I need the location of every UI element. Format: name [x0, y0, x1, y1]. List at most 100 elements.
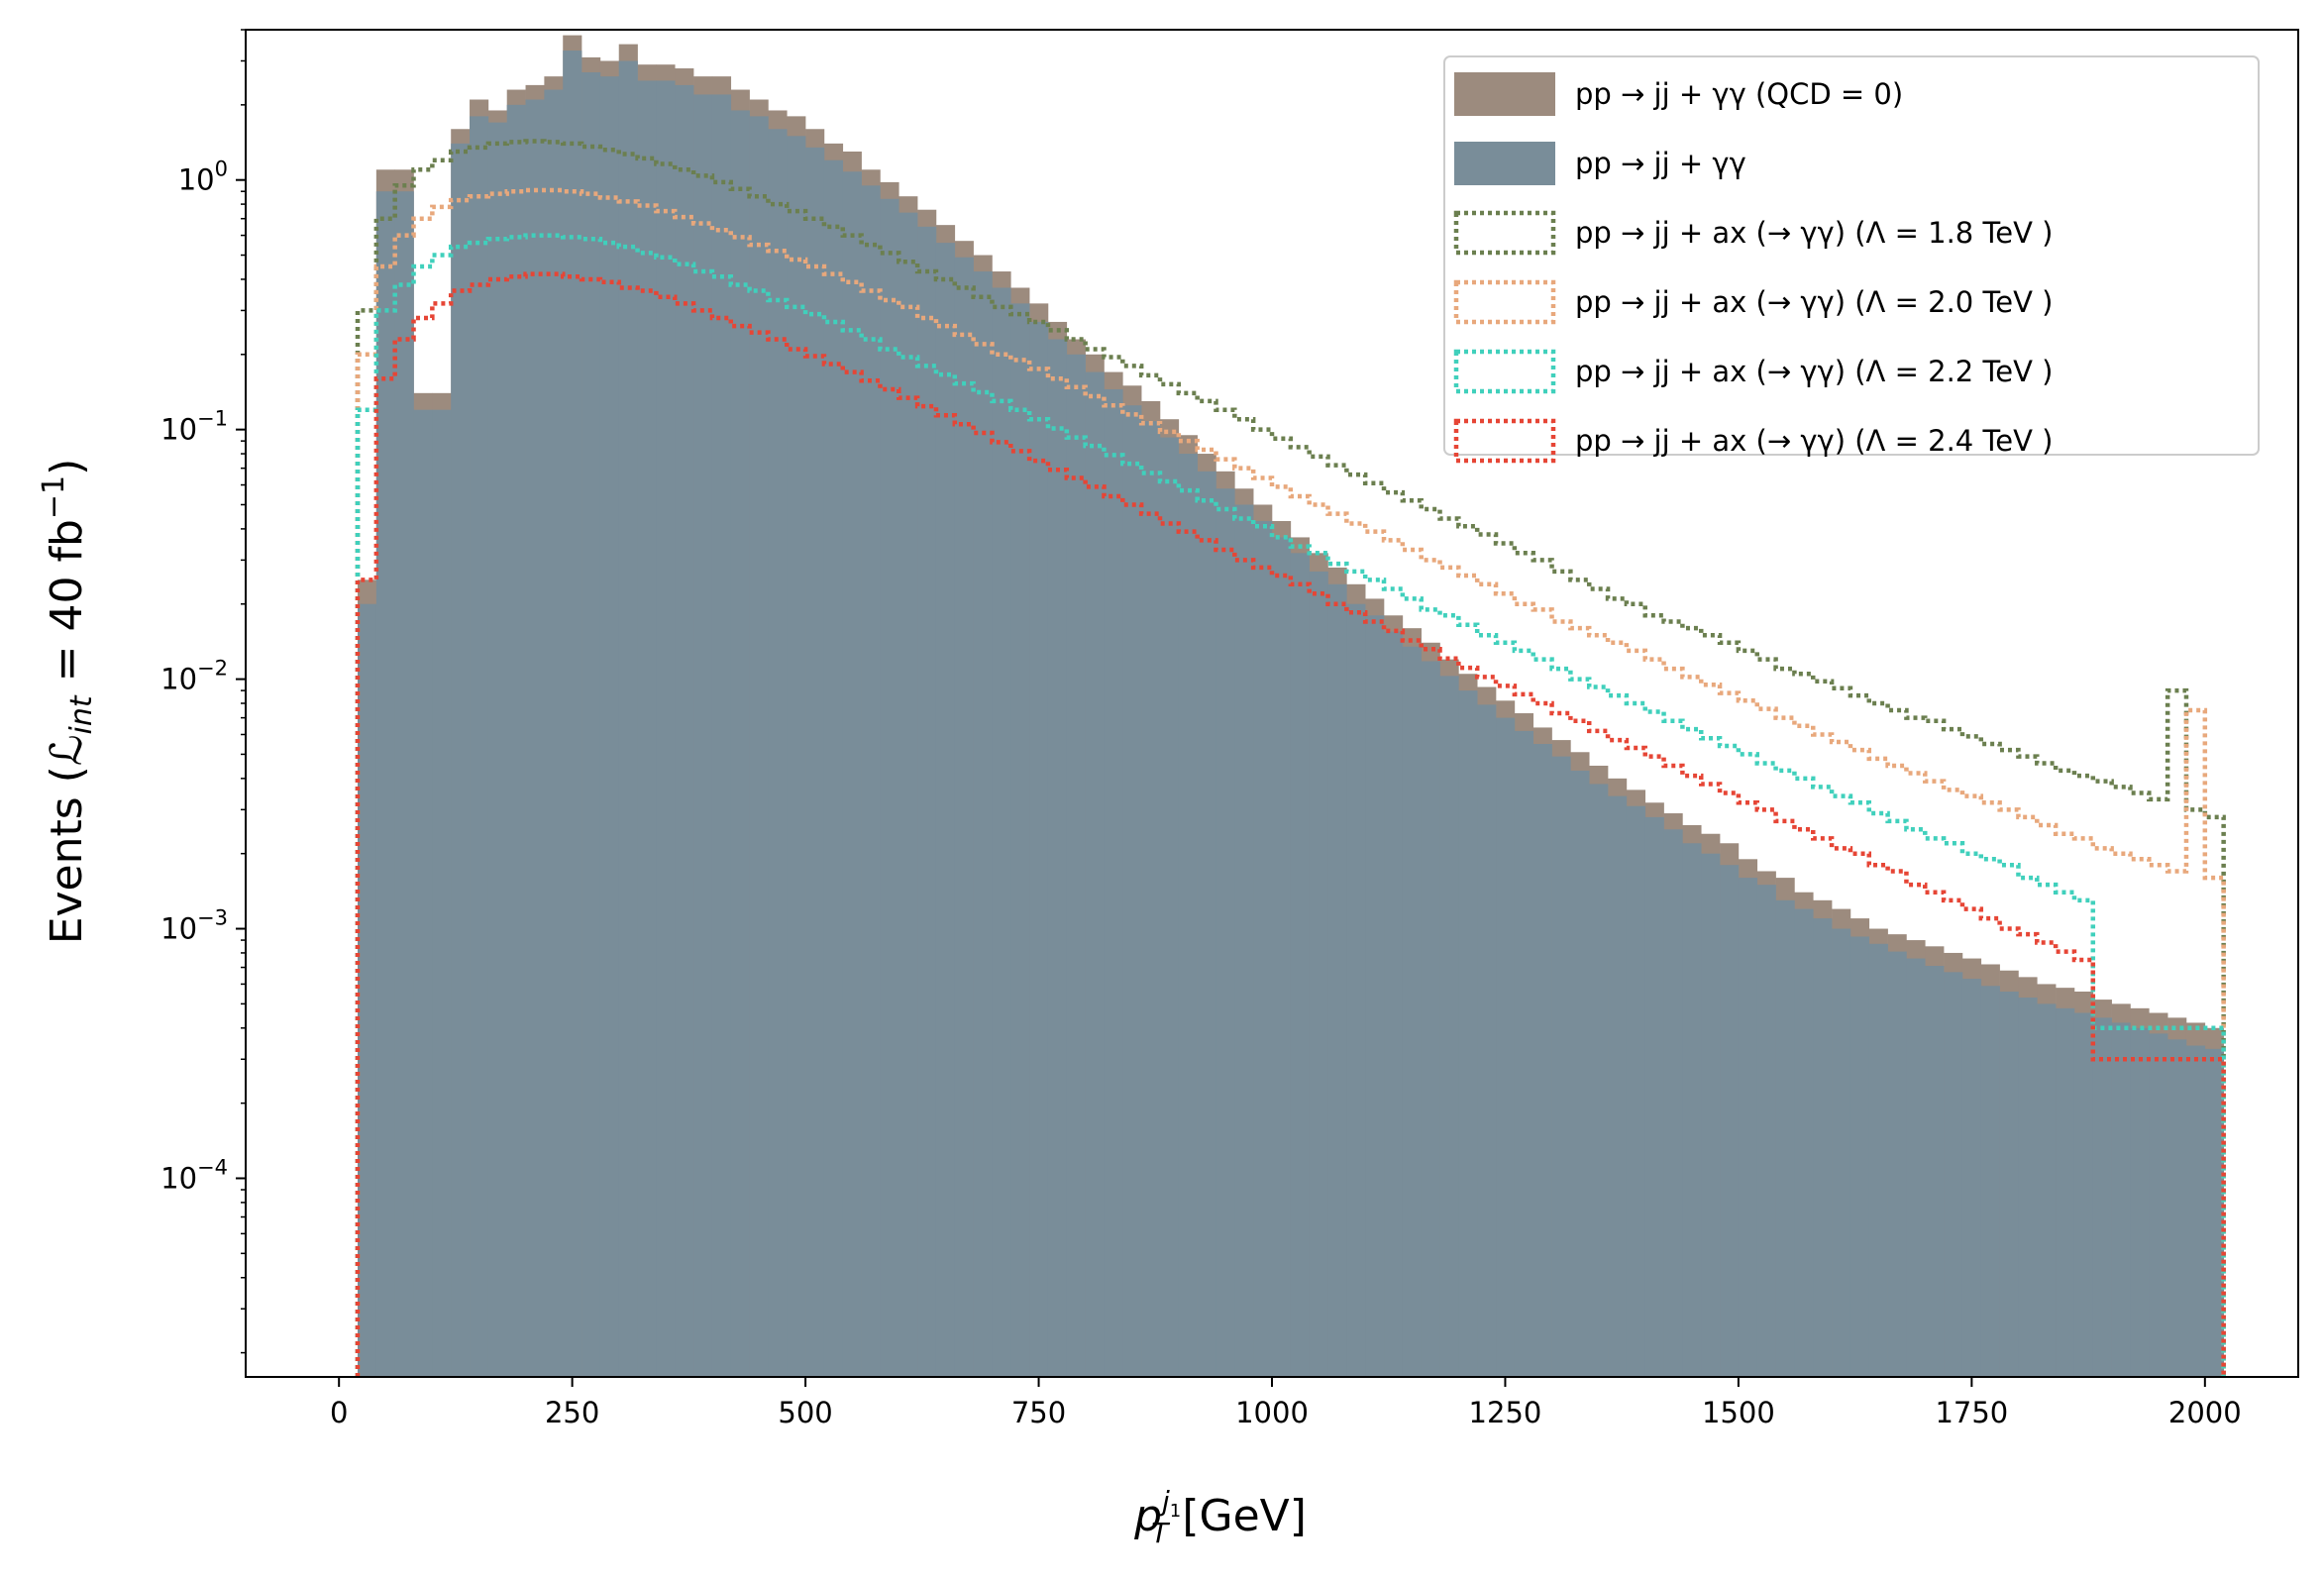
- series-1-bar-0: [358, 603, 377, 1377]
- legend-swatch-3: [1453, 279, 1556, 325]
- series-1-bar-39: [1085, 371, 1105, 1377]
- series-1-bar-14: [618, 60, 638, 1378]
- series-1-bar-92: [2073, 1012, 2094, 1377]
- series-1-bar-88: [1999, 991, 2019, 1377]
- series-1-bar-31: [935, 243, 956, 1377]
- series-3-step-line: [355, 187, 2226, 1377]
- y-tick-label-2: 10−2: [160, 657, 228, 696]
- series-1-bar-52: [1327, 583, 1347, 1377]
- series-1-bar-50: [1290, 553, 1310, 1377]
- series-1-bar-27: [861, 185, 881, 1377]
- series-1-bar-66: [1589, 784, 1609, 1377]
- series-1-bar-97: [2167, 1039, 2187, 1377]
- series-1-bar-99: [2204, 1048, 2224, 1377]
- series-1-bar-78: [1813, 918, 1833, 1377]
- series-1-bar-19: [711, 94, 732, 1377]
- y-axis: 10−4 10−3 10−2 10−1 100: [160, 29, 246, 1354]
- series-1-bar-67: [1608, 795, 1628, 1377]
- series-1-bar-70: [1663, 829, 1683, 1377]
- y-tick-label-0: 10−4: [160, 1155, 228, 1195]
- series-1-bar-80: [1849, 936, 1870, 1377]
- legend-swatch-0: [1454, 72, 1555, 116]
- series-1-bar-62: [1514, 730, 1534, 1377]
- x-tick-label-7: 1750: [1935, 1396, 2008, 1429]
- x-tick-label-8: 2000: [2168, 1396, 2242, 1429]
- series-1-bar-20: [730, 110, 750, 1378]
- series-1-bar-38: [1066, 354, 1086, 1377]
- series-layer: [355, 35, 2226, 1378]
- series-1-bar-69: [1644, 816, 1664, 1377]
- series-1-bar-26: [842, 171, 862, 1377]
- series-1-bar-44: [1178, 454, 1198, 1377]
- legend-label-0: pp → jj + γγ (QCD = 0): [1575, 77, 1903, 111]
- series-1-bar-59: [1458, 690, 1478, 1377]
- series-1-bar-96: [2149, 1033, 2168, 1377]
- series-1-bar-79: [1832, 928, 1851, 1377]
- series-1-bar-13: [599, 76, 620, 1377]
- series-1-bar-75: [1756, 885, 1776, 1377]
- series-1-bar-91: [2056, 1007, 2075, 1377]
- series-1-bar-22: [768, 129, 788, 1377]
- legend-swatch-4: [1453, 349, 1556, 394]
- legend-label-5: pp → jj + ax (→ γγ) (Λ = 2.4 TeV ): [1575, 424, 2053, 458]
- x-tick-label-1: 250: [545, 1396, 599, 1429]
- series-1-bar-58: [1439, 676, 1459, 1377]
- series-1-bar-7: [487, 122, 508, 1377]
- legend-label-4: pp → jj + ax (→ γγ) (Λ = 2.2 TeV ): [1575, 355, 2053, 388]
- series-1-bar-36: [1029, 321, 1049, 1378]
- series-1-bar-29: [898, 212, 918, 1377]
- series-1-bar-94: [2111, 1022, 2131, 1377]
- legend-label-3: pp → jj + ax (→ γγ) (Λ = 2.0 TeV ): [1575, 285, 2053, 319]
- series-1-bar-82: [1887, 951, 1907, 1377]
- series-1-bar-63: [1532, 744, 1552, 1377]
- series-1-bar-93: [2092, 1017, 2112, 1377]
- series-1-bar-64: [1551, 756, 1571, 1377]
- series-2-step-line: [355, 139, 2226, 1377]
- series-1: [358, 51, 2224, 1378]
- series-1-bar-83: [1906, 958, 1926, 1377]
- legend-swatch-2: [1453, 210, 1556, 256]
- series-1-bar-42: [1141, 421, 1161, 1378]
- series-1-bar-46: [1215, 488, 1235, 1377]
- y-tick-label-3: 10−1: [160, 407, 228, 447]
- series-1-bar-8: [506, 104, 526, 1378]
- series-1-bar-35: [1010, 303, 1030, 1377]
- series-1-bar-17: [675, 84, 694, 1377]
- series-1-bar-84: [1925, 966, 1945, 1377]
- series-1-bar-43: [1159, 437, 1180, 1378]
- series-1-bar-30: [917, 226, 937, 1377]
- series-1-bar-53: [1346, 603, 1366, 1377]
- series-1-bar-68: [1626, 805, 1646, 1377]
- series-1-bar-72: [1701, 853, 1721, 1377]
- series-1-bar-77: [1794, 908, 1814, 1377]
- x-tick-label-0: 0: [330, 1396, 348, 1429]
- series-1-bar-54: [1365, 615, 1385, 1377]
- series-1-bar-23: [787, 136, 806, 1377]
- series-1-bar-90: [2037, 1003, 2057, 1377]
- series-1-bar-76: [1775, 899, 1795, 1377]
- legend-box: [1443, 55, 2260, 456]
- series-3: [355, 187, 2226, 1377]
- series-1-bar-41: [1122, 405, 1142, 1378]
- series-1-bar-61: [1496, 717, 1516, 1377]
- series-1-bar-12: [581, 72, 601, 1377]
- x-tick-label-5: 1250: [1469, 1396, 1542, 1429]
- series-1-bar-1: [375, 191, 395, 1378]
- legend-label-2: pp → jj + ax (→ γγ) (Λ = 1.8 TeV ): [1575, 216, 2053, 250]
- series-1-bar-98: [2185, 1045, 2206, 1377]
- series-1-bar-33: [973, 271, 993, 1377]
- series-1-bar-21: [749, 116, 769, 1378]
- series-1-bar-4: [432, 409, 452, 1377]
- x-axis: 0 250 500 750 1000 1250 1500 1750 2000: [330, 1377, 2242, 1429]
- series-1-bar-51: [1309, 571, 1328, 1377]
- legend-swatch-1: [1454, 142, 1555, 185]
- series-1-bar-24: [805, 147, 825, 1378]
- series-1-bar-40: [1104, 388, 1123, 1378]
- x-tick-label-4: 1000: [1235, 1396, 1309, 1429]
- x-tick-label-2: 500: [778, 1396, 832, 1429]
- series-1-bar-3: [413, 409, 433, 1377]
- series-1-bar-57: [1421, 661, 1440, 1377]
- series-1-bar-10: [544, 89, 564, 1377]
- x-tick-label-6: 1500: [1702, 1396, 1775, 1429]
